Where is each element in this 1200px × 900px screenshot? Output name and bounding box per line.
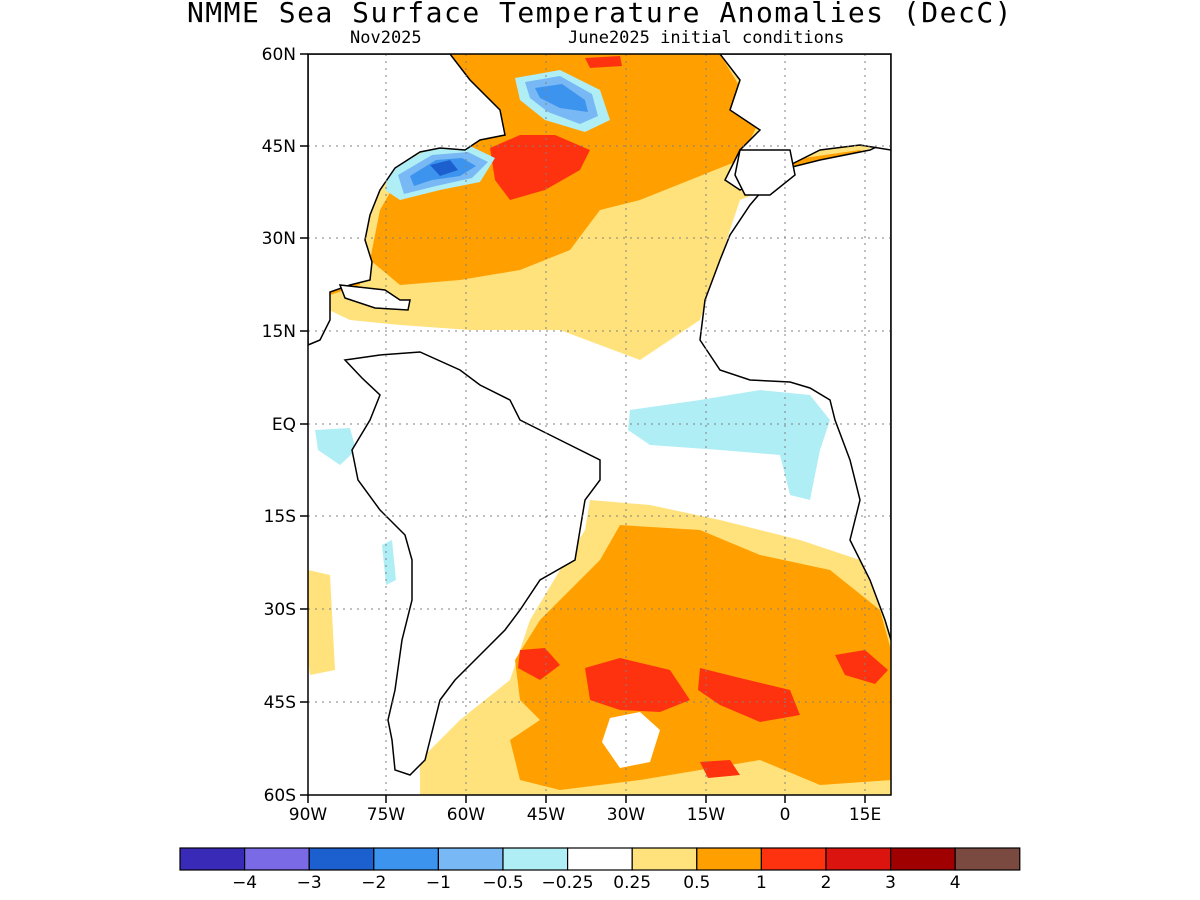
anomaly-south-strong-2 xyxy=(698,668,800,722)
anomaly-north-strong xyxy=(490,135,590,200)
anomaly-gulfstream-deep xyxy=(430,160,458,176)
lon-label: 75W xyxy=(367,805,406,825)
lon-label: 15W xyxy=(687,805,726,825)
lon-label: 45W xyxy=(527,805,566,825)
colorbar-swatch xyxy=(696,847,762,871)
colorbar-label: 2 xyxy=(821,873,832,893)
anomaly-labrador-strong xyxy=(535,84,588,112)
south-america-land xyxy=(343,351,601,776)
forecast-month: Nov2025 xyxy=(350,28,422,48)
anomaly-south-strong-4 xyxy=(518,648,560,680)
lat-label: 30S xyxy=(264,600,296,620)
anomaly-south-strong-5 xyxy=(700,760,740,778)
lat-label: 60S xyxy=(264,786,296,806)
colorbar-label: 3 xyxy=(885,873,896,893)
anomaly-south-strong-1 xyxy=(585,658,690,712)
lat-label: 15S xyxy=(264,507,296,527)
lon-label: 90W xyxy=(289,805,328,825)
colorbar: −4 −3 −2 −1 −0.5 −0.25 0.25 0.5 1 2 3 4 xyxy=(179,847,1021,893)
lat-label: EQ xyxy=(272,415,296,435)
colorbar-swatch xyxy=(373,847,439,871)
colorbar-label: 1 xyxy=(756,873,767,893)
colorbar-swatch xyxy=(760,847,827,871)
colorbar-label: −3 xyxy=(297,873,322,893)
colorbar-swatch xyxy=(954,847,1021,871)
colorbar-swatch xyxy=(244,847,310,871)
colorbar-label: −0.25 xyxy=(542,873,594,893)
lon-label: 60W xyxy=(447,805,486,825)
colorbar-swatch xyxy=(825,847,892,871)
colorbar-swatch xyxy=(437,847,504,871)
lon-label: 15E xyxy=(849,805,881,825)
colorbar-label: 0.5 xyxy=(683,873,710,893)
colorbar-swatch xyxy=(308,847,375,871)
colorbar-label: −1 xyxy=(426,873,451,893)
lat-label: 15N xyxy=(262,322,296,342)
north-america-land xyxy=(308,54,506,346)
anomaly-southeast-pacific-light xyxy=(308,570,335,675)
landmasses xyxy=(308,54,891,776)
lat-label: 30N xyxy=(262,229,296,249)
colorbar-label: 0.25 xyxy=(613,873,651,893)
anomaly-north-strong-2 xyxy=(585,56,622,68)
colorbar-swatch xyxy=(889,847,956,871)
colorbar-swatch xyxy=(179,847,246,871)
iberia-land xyxy=(734,149,796,196)
colorbar-swatch xyxy=(502,847,569,871)
anomaly-south-strong-3 xyxy=(835,650,888,684)
colorbar-label: −4 xyxy=(232,873,257,893)
axis-ticks xyxy=(300,53,866,803)
anomaly-tropical-cold xyxy=(628,390,830,500)
anomaly-pacific-cold xyxy=(315,428,356,465)
anomaly-south-neutral xyxy=(602,712,660,768)
lat-label: 45S xyxy=(264,693,296,713)
colorbar-label: −2 xyxy=(361,873,386,893)
colorbar-label: 4 xyxy=(950,873,961,893)
lat-label: 60N xyxy=(262,45,296,65)
colorbar-swatch xyxy=(631,847,698,871)
colorbar-swatch xyxy=(566,847,633,871)
lon-label: 0 xyxy=(780,805,791,825)
latitude-labels: 60N 45N 30N 15N EQ 15S 30S 45S 60S xyxy=(262,45,296,806)
colorbar-label: −0.5 xyxy=(482,873,523,893)
graticule xyxy=(308,54,891,795)
map-title: NMME Sea Surface Temperature Anomalies (… xyxy=(186,0,1014,29)
caribbean-islands xyxy=(338,284,411,311)
anomaly-south-mid xyxy=(510,525,891,790)
initial-conditions: June2025 initial conditions xyxy=(568,28,845,48)
lat-label: 45N xyxy=(262,137,296,157)
lon-label: 30W xyxy=(607,805,646,825)
longitude-labels: 90W 75W 60W 45W 30W 15W 0 15E xyxy=(289,805,881,825)
